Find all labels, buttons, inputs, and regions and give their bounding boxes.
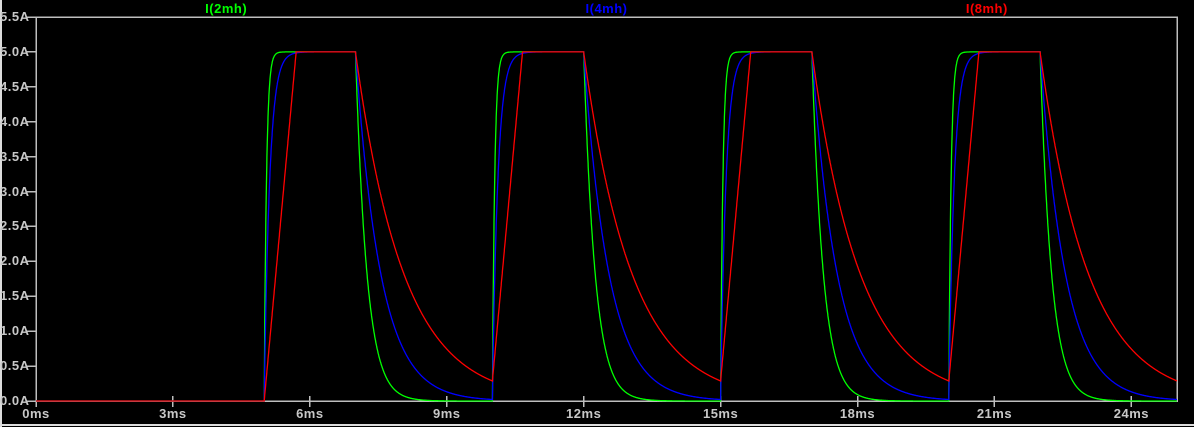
window-edge-bottom bbox=[0, 424, 1194, 426]
trace-i4mh[interactable] bbox=[36, 51, 1177, 402]
plot-border bbox=[35, 16, 1178, 402]
y-axis-label: 1.5A bbox=[0, 288, 30, 304]
y-axis-label: 0.5A bbox=[0, 358, 30, 374]
y-axis-label: 3.5A bbox=[0, 148, 30, 164]
x-axis-label: 18ms bbox=[839, 406, 876, 421]
y-axis-label: 4.0A bbox=[0, 113, 30, 129]
legend-trace-i4mh[interactable]: I(4mh) bbox=[585, 1, 628, 16]
x-axis-label: 12ms bbox=[566, 406, 602, 421]
y-axis-label: 1.0A bbox=[0, 323, 30, 339]
x-axis-label: 6ms bbox=[296, 406, 324, 421]
y-axis-label: 5.0A bbox=[0, 43, 30, 59]
y-axis-label: 0.0A bbox=[0, 393, 30, 408]
x-axis-label: 9ms bbox=[432, 406, 461, 421]
x-axis-label: 0ms bbox=[22, 406, 50, 421]
y-axis-label: 5.5A bbox=[0, 9, 30, 24]
x-axis-label: 21ms bbox=[976, 406, 1013, 421]
legend-trace-i2mh[interactable]: I(2mh) bbox=[205, 1, 248, 16]
y-axis-label: 3.0A bbox=[0, 183, 30, 199]
trace-i8mh[interactable] bbox=[36, 51, 1178, 402]
y-axis-label: 2.5A bbox=[0, 218, 30, 234]
x-axis-label: 15ms bbox=[702, 406, 739, 421]
trace-i2mh[interactable] bbox=[36, 51, 1177, 402]
y-axis-label: 2.0A bbox=[0, 253, 30, 269]
x-axis-label: 24ms bbox=[1113, 406, 1149, 421]
x-axis-label: 3ms bbox=[159, 406, 187, 421]
legend-trace-i8mh[interactable]: I(8mh) bbox=[965, 1, 1008, 16]
y-axis-label: 4.5A bbox=[0, 78, 30, 94]
window-edge-left bbox=[0, 0, 2, 427]
